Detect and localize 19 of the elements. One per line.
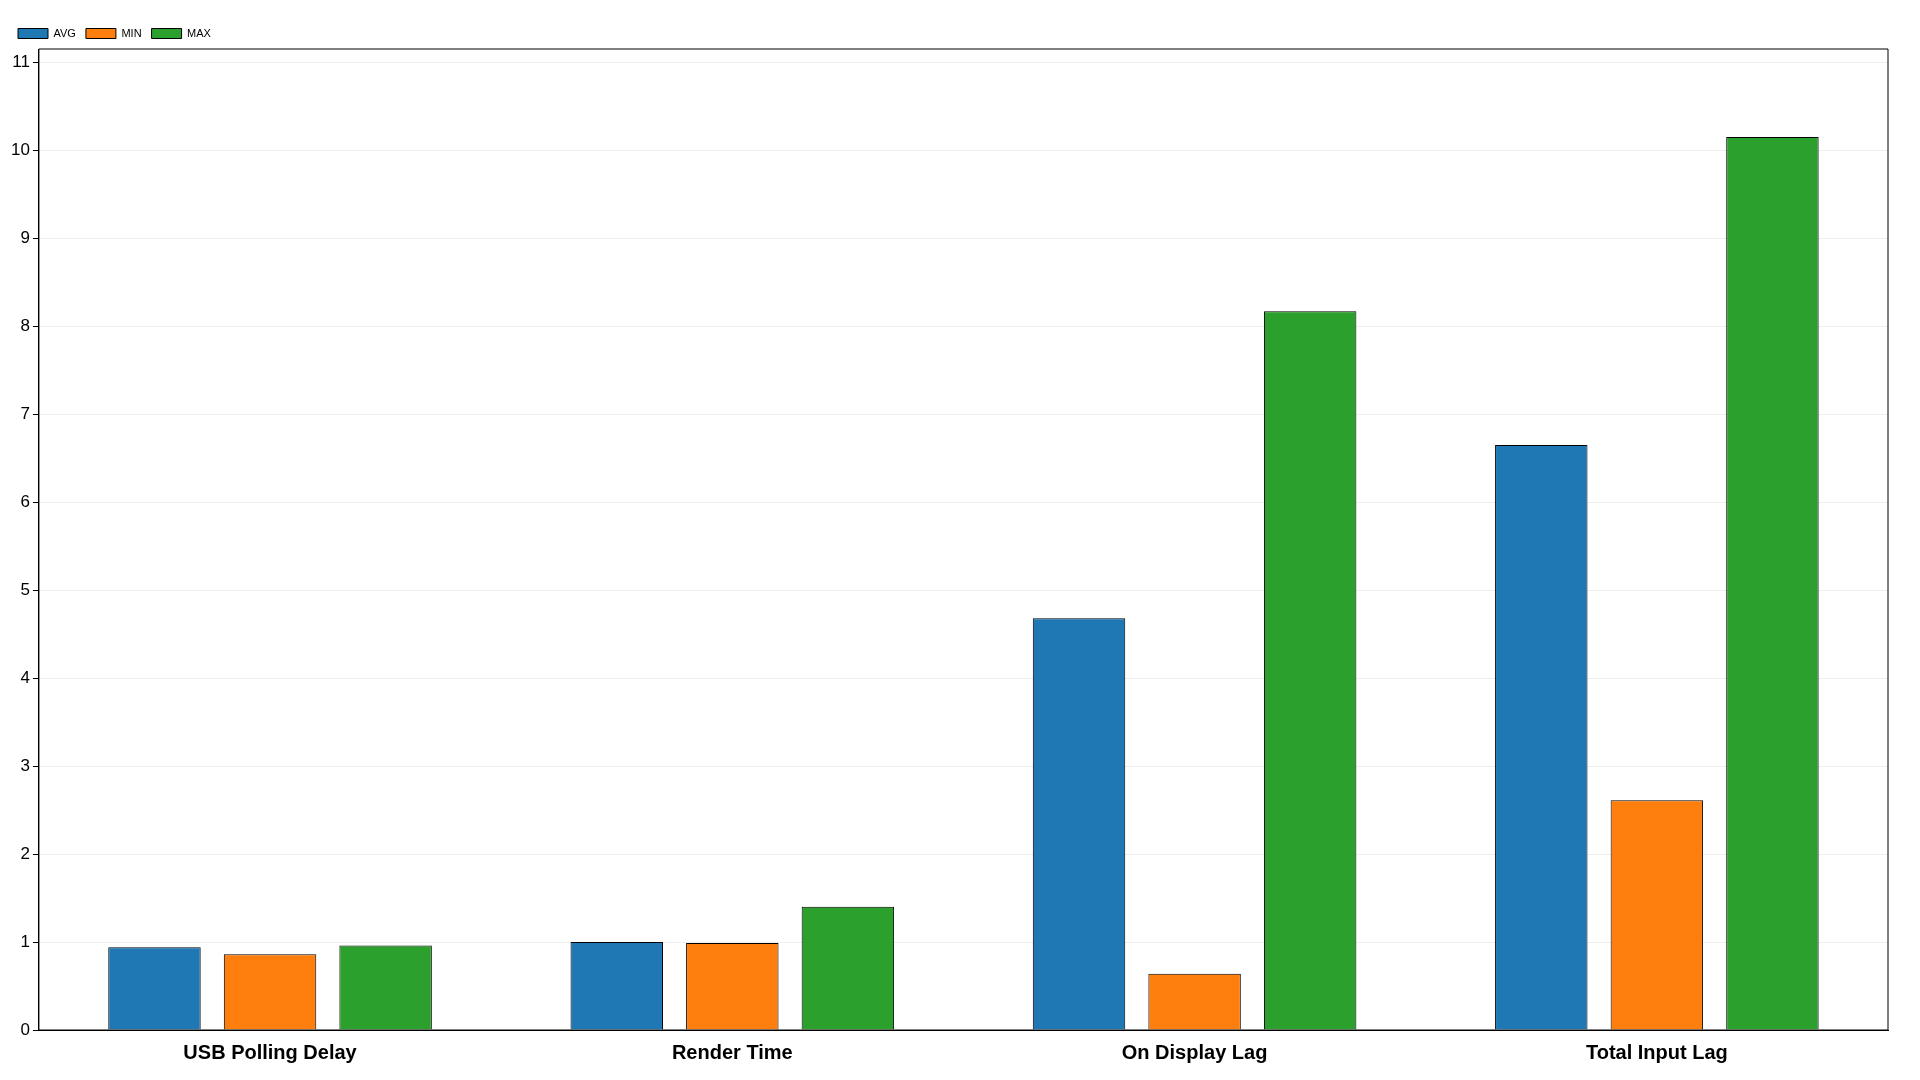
y-tick-label: 3 — [20, 755, 30, 775]
x-tick-label: USB Polling Delay — [183, 1040, 358, 1063]
legend-label: MAX — [187, 26, 212, 39]
y-tick-label: 0 — [20, 1019, 30, 1039]
y-tick-label: 4 — [20, 667, 30, 687]
x-tick-label: Render Time — [671, 1040, 793, 1063]
y-tick-label: 10 — [10, 139, 30, 159]
y-tick-label: 7 — [20, 403, 30, 423]
y-tick-label: 9 — [20, 227, 30, 247]
y-tick-label: 8 — [20, 315, 30, 335]
x-tick-label: Total Input Lag — [1585, 1040, 1728, 1063]
x-tick-label: On Display Lag — [1121, 1040, 1268, 1063]
y-tick-label: 11 — [12, 51, 30, 71]
y-tick-label: 2 — [20, 843, 30, 863]
legend-label: MIN — [121, 26, 142, 39]
y-tick-label: 1 — [20, 931, 30, 951]
y-tick-label: 6 — [20, 491, 30, 511]
legend-label: AVG — [53, 26, 76, 39]
y-tick-label: 5 — [20, 579, 30, 599]
